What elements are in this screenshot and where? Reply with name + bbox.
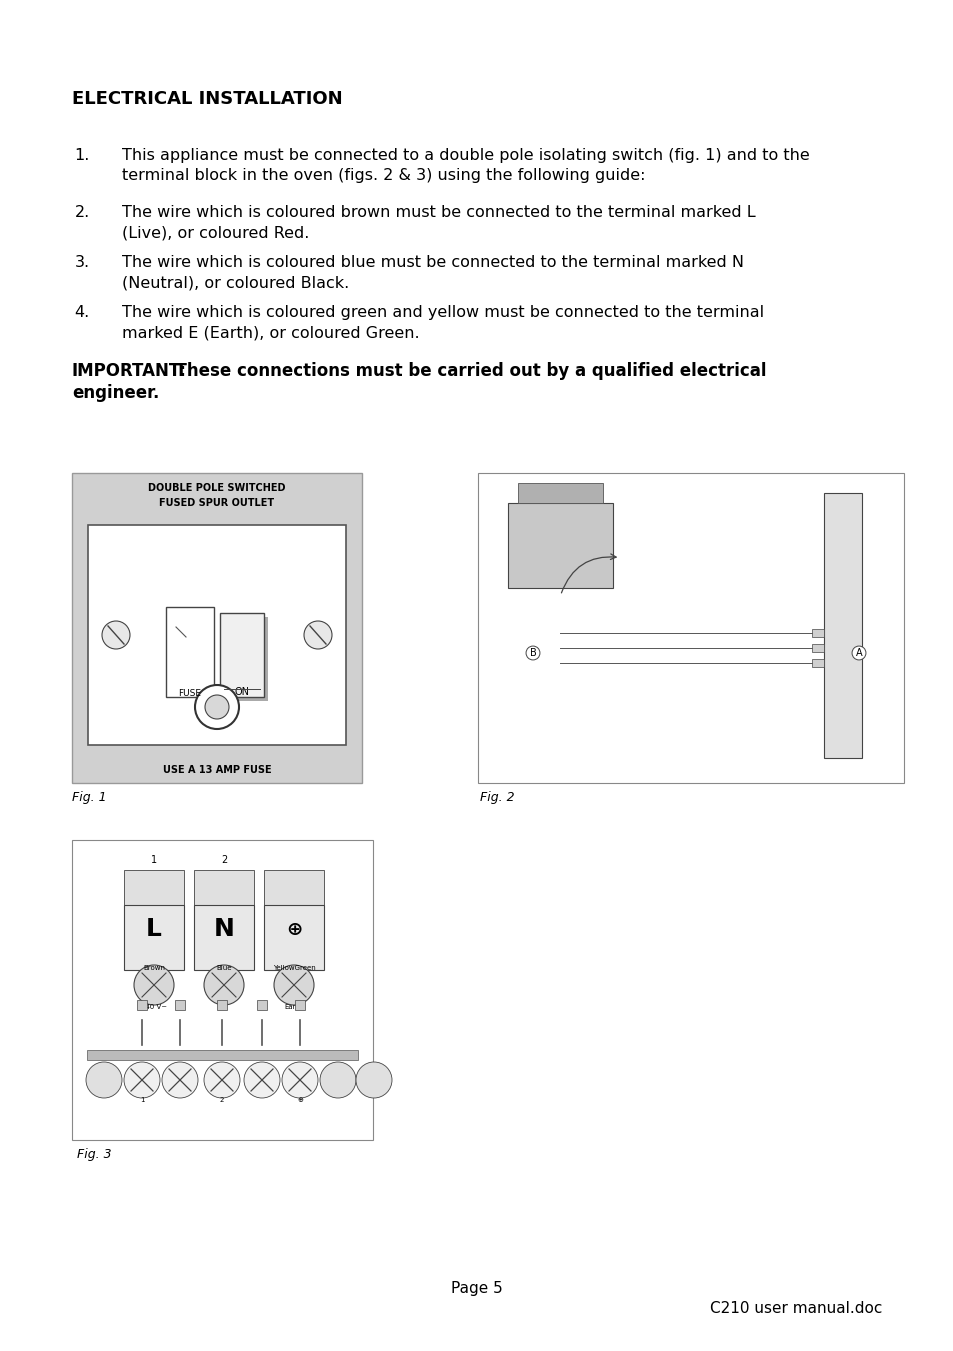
Text: Fig. 1: Fig. 1 — [71, 790, 107, 804]
Text: (Neutral), or coloured Black.: (Neutral), or coloured Black. — [122, 276, 349, 290]
Text: 2: 2 — [221, 855, 227, 865]
Bar — [811, 659, 823, 667]
Text: USE A 13 AMP FUSE: USE A 13 AMP FUSE — [163, 765, 271, 775]
Text: 2.: 2. — [74, 205, 90, 220]
Bar — [224, 617, 268, 701]
Text: Page 5: Page 5 — [451, 1281, 502, 1296]
Bar — [87, 1050, 357, 1061]
Bar — [294, 1000, 305, 1011]
Text: DOUBLE POLE SWITCHED: DOUBLE POLE SWITCHED — [148, 484, 286, 493]
Bar — [124, 905, 184, 970]
Text: (Live), or coloured Red.: (Live), or coloured Red. — [122, 226, 309, 240]
Bar — [811, 630, 823, 638]
Text: Earth: Earth — [284, 1004, 303, 1011]
Circle shape — [304, 621, 332, 648]
Bar — [166, 607, 213, 697]
Bar — [71, 473, 361, 784]
Circle shape — [319, 1062, 355, 1098]
Bar — [220, 613, 264, 697]
Bar — [193, 870, 253, 905]
Text: 1: 1 — [139, 1097, 144, 1102]
Bar — [124, 870, 184, 905]
Text: The wire which is coloured blue must be connected to the terminal marked N: The wire which is coloured blue must be … — [122, 255, 743, 270]
Text: Brown: Brown — [143, 965, 165, 971]
Text: 1.: 1. — [74, 149, 90, 163]
Text: terminal block in the oven (figs. 2 & 3) using the following guide:: terminal block in the oven (figs. 2 & 3)… — [122, 168, 645, 182]
Text: IMPORTANT:: IMPORTANT: — [71, 362, 187, 380]
Circle shape — [274, 965, 314, 1005]
Circle shape — [355, 1062, 392, 1098]
Bar — [477, 473, 903, 784]
Circle shape — [204, 965, 244, 1005]
Circle shape — [86, 1062, 122, 1098]
Bar — [174, 1000, 185, 1011]
Text: Fig. 2: Fig. 2 — [479, 790, 514, 804]
Circle shape — [205, 694, 229, 719]
Circle shape — [244, 1062, 280, 1098]
Text: FUSE: FUSE — [178, 689, 201, 698]
Text: 2: 2 — [219, 1097, 224, 1102]
Bar — [88, 526, 346, 744]
Text: Fig. 3: Fig. 3 — [77, 1148, 112, 1161]
Bar — [811, 644, 823, 653]
Text: B: B — [529, 648, 536, 658]
Bar — [264, 870, 324, 905]
Text: ⊕: ⊕ — [286, 920, 302, 939]
Bar — [823, 493, 862, 758]
Bar — [193, 905, 253, 970]
Text: N: N — [213, 917, 234, 942]
Text: A: A — [855, 648, 862, 658]
Circle shape — [124, 1062, 160, 1098]
Text: 240 V~: 240 V~ — [141, 1004, 167, 1011]
Text: L: L — [146, 917, 162, 942]
Bar — [264, 905, 324, 970]
Text: C210 user manual.doc: C210 user manual.doc — [709, 1301, 882, 1316]
Text: FUSED SPUR OUTLET: FUSED SPUR OUTLET — [159, 499, 274, 508]
Text: 3.: 3. — [74, 255, 90, 270]
Text: YellowGreen: YellowGreen — [273, 965, 315, 971]
Bar — [256, 1000, 267, 1011]
Circle shape — [204, 1062, 240, 1098]
Circle shape — [102, 621, 130, 648]
Text: These connections must be carried out by a qualified electrical: These connections must be carried out by… — [164, 362, 765, 380]
Text: ON: ON — [234, 688, 250, 697]
Bar — [71, 840, 373, 1140]
Text: marked E (Earth), or coloured Green.: marked E (Earth), or coloured Green. — [122, 326, 419, 340]
Text: This appliance must be connected to a double pole isolating switch (fig. 1) and : This appliance must be connected to a do… — [122, 149, 809, 163]
Bar — [137, 1000, 147, 1011]
Text: The wire which is coloured brown must be connected to the terminal marked L: The wire which is coloured brown must be… — [122, 205, 755, 220]
Text: Blue: Blue — [216, 965, 232, 971]
Bar — [216, 1000, 227, 1011]
Bar — [517, 484, 602, 503]
Circle shape — [133, 965, 173, 1005]
Text: engineer.: engineer. — [71, 384, 159, 403]
Circle shape — [282, 1062, 317, 1098]
Text: 1: 1 — [151, 855, 157, 865]
Text: ⊕: ⊕ — [296, 1097, 303, 1102]
Text: ELECTRICAL INSTALLATION: ELECTRICAL INSTALLATION — [71, 91, 342, 108]
Circle shape — [194, 685, 239, 730]
Text: 4.: 4. — [74, 305, 90, 320]
Circle shape — [162, 1062, 198, 1098]
Text: The wire which is coloured green and yellow must be connected to the terminal: The wire which is coloured green and yel… — [122, 305, 763, 320]
Bar — [507, 503, 613, 588]
